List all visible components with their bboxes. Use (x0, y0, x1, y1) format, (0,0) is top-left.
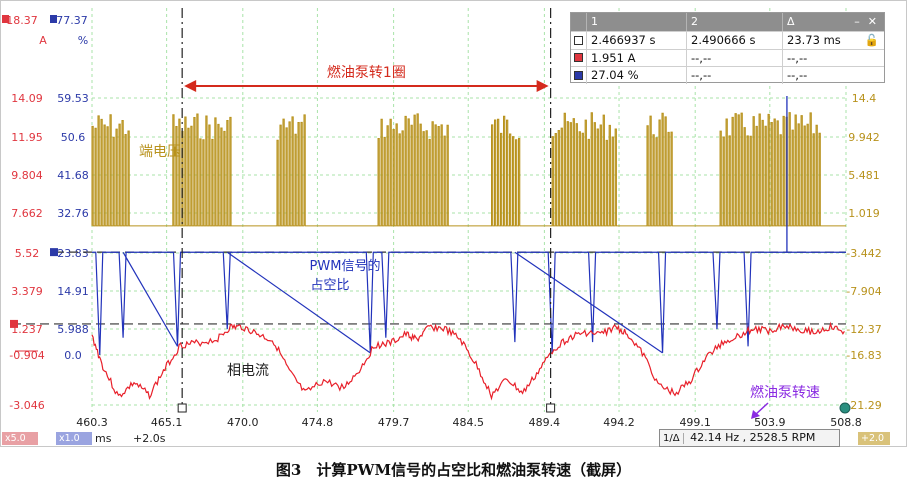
speed-annotation: 燃油泵转速 (750, 384, 820, 401)
duty-reference-marker (50, 248, 58, 257)
frequency-value: 42.14 Hz , 2528.5 RPM (690, 431, 816, 444)
time-unit-label: ms (95, 432, 112, 445)
voltage-scale-tag[interactable]: +2.0 (858, 432, 890, 445)
current-axis-tick-label: 3.379 (11, 285, 43, 298)
current-axis-tick-label: 7.662 (11, 207, 43, 220)
current-axis-tick-label: 14.09 (11, 92, 43, 105)
duty-axis-tick-label: 50.6 (61, 131, 86, 144)
current-axis-tick-label: 11.95 (11, 131, 43, 144)
frequency-readout: 1/Δ 42.14 Hz , 2528.5 RPM (659, 429, 840, 447)
x-tick-label: 470.0 (227, 416, 259, 429)
cursor-table-header: 1 2 Δ ✕ – (571, 13, 884, 31)
series-duty (92, 96, 846, 356)
current-axis-tick-label: -3.046 (9, 399, 44, 412)
duty-axis-unit: % (78, 34, 88, 47)
voltage-axis-tick-label: -21.29 (846, 399, 881, 412)
x-tick-label: 503.9 (754, 416, 786, 429)
current-axis-top-label: 18.37 (6, 14, 38, 27)
series-voltage (91, 112, 846, 227)
cursor-delta-header: Δ ✕ – (787, 15, 877, 28)
voltage-axis-tick-label: -7.904 (846, 285, 881, 298)
oscilloscope-view: 18.37 77.37 A% 14.09 11.95 9.804 7.662 5.52 3.37… (0, 0, 907, 447)
current-channel-icon (574, 53, 583, 63)
voltage-axis-tick-label: -3.442 (846, 247, 881, 260)
duty-channel-icon (574, 70, 583, 80)
cursor-handle-2 (546, 403, 556, 413)
x-tick-label: 479.7 (378, 416, 410, 429)
current-annotation: 相电流 (227, 363, 269, 379)
voltage-trace (91, 112, 846, 227)
x-tick-label: 508.8 (830, 416, 862, 429)
voltage-axis-tick-label: -12.37 (846, 323, 881, 336)
duty-ramp (122, 251, 179, 347)
cursor-mode-icon[interactable]: 1/Δ (660, 433, 684, 444)
revolution-arrow-left-head (184, 80, 197, 92)
current-axis-tick-label: 5.52 (15, 247, 40, 260)
x-tick-label: 499.1 (679, 416, 711, 429)
voltage-axis-tick-label: 14.4 (852, 92, 877, 105)
x-tick-label: 474.8 (302, 416, 334, 429)
current-trace (91, 321, 845, 401)
duty-channel-marker (50, 15, 57, 23)
duty-axis-tick-label: 59.53 (57, 92, 89, 105)
x-tick-label: 460.3 (76, 416, 108, 429)
duty-ramp (226, 251, 371, 354)
current-scale-tag[interactable]: x5.0 (2, 432, 38, 445)
cursor-readout-panel: 1 2 Δ ✕ – 2.466937 s 2.490666 s 23.73 ms 🔓 … (570, 12, 885, 84)
duty-axis-tick-label: 14.91 (57, 285, 89, 298)
cursor-2-header: 2 (687, 13, 783, 31)
duty-axis-tick-label: 32.76 (57, 207, 89, 220)
cursor-handle-1 (177, 403, 187, 413)
duty-ramp (514, 251, 663, 354)
cursor-row-duty: 27.04 % --,-- --,-- (571, 66, 884, 84)
lock-icon[interactable]: 🔓 (864, 33, 879, 47)
series-current (91, 321, 845, 401)
x-tick-label: 489.4 (529, 416, 561, 429)
speed-arrow-line (754, 402, 769, 416)
cursor-1-header: 1 (587, 13, 687, 31)
current-reference-marker (10, 319, 18, 328)
duty-axis-tick-label: 41.68 (57, 169, 89, 182)
voltage-axis-tick-label: 5.481 (848, 169, 880, 182)
duty-scale-tag[interactable]: x1.0 (56, 432, 92, 445)
current-channel-marker (2, 15, 9, 23)
duty-axis-tick-label: 23.83 (57, 247, 89, 260)
voltage-axis-tick-label: -16.83 (846, 349, 881, 362)
x-tick-label: 484.5 (452, 416, 484, 429)
current-axis-tick-label: 9.804 (11, 169, 43, 182)
speed-arrow-head (751, 410, 760, 419)
x-tick-label: 494.2 (603, 416, 635, 429)
voltage-annotation: 端电压 (139, 144, 181, 160)
trigger-marker (839, 402, 851, 414)
cursor-row-time: 2.466937 s 2.490666 s 23.73 ms 🔓 (571, 31, 884, 49)
current-axis-unit: A (39, 34, 47, 47)
time-channel-icon (574, 35, 583, 45)
current-axis-tick-label: -0.904 (9, 349, 44, 362)
voltage-axis-tick-label: 9.942 (848, 131, 880, 144)
duty-annotation-line1: PWM信号的 (310, 258, 381, 274)
revolution-annotation: 燃油泵转1圈 (327, 64, 406, 81)
voltage-axis-tick-label: 1.019 (848, 207, 880, 220)
figure-caption: 图3 计算PWM信号的占空比和燃油泵转速（截屏） (275, 461, 632, 479)
duty-axis-top-label: 77.37 (56, 14, 88, 27)
duty-axis-tick-label: 0.0 (64, 349, 82, 362)
cursor-row-current: 1.951 A --,-- --,-- (571, 48, 884, 66)
duty-trace (92, 251, 846, 356)
x-tick-label: 465.1 (151, 416, 183, 429)
close-icon[interactable]: ✕ (867, 15, 877, 28)
current-axis-tick-label: 1.237 (11, 323, 43, 336)
time-offset-label: +2.0s (133, 432, 166, 445)
revolution-arrow-right-head (536, 80, 549, 92)
minimize-icon[interactable]: – (854, 15, 860, 28)
duty-axis-tick-label: 5.988 (57, 323, 89, 336)
duty-annotation-line2: 占空比 (310, 278, 349, 293)
